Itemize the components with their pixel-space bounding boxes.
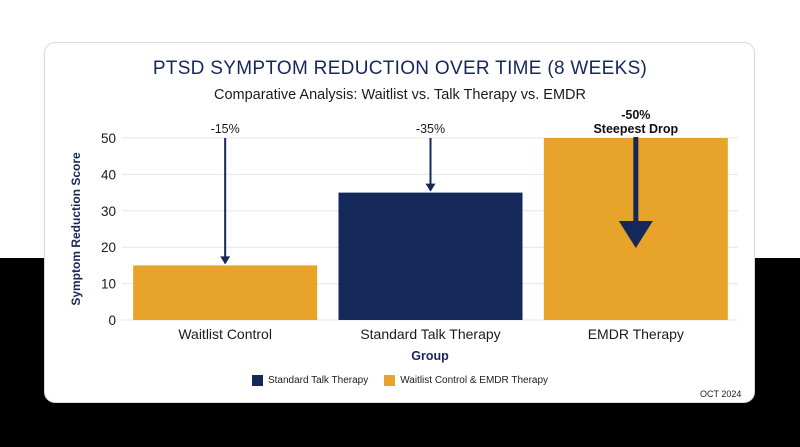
legend: Standard Talk Therapy Waitlist Control &… (0, 375, 800, 386)
bar-waitlist-control (133, 265, 318, 320)
annotation-label: -35% (416, 122, 445, 136)
annotation-note: Steepest Drop (593, 122, 678, 136)
x-tick-label: Waitlist Control (178, 326, 272, 342)
bar-standard-talk-therapy (338, 192, 523, 320)
x-tick-label: Standard Talk Therapy (360, 326, 500, 342)
y-tick-label: 10 (101, 277, 116, 292)
y-tick-label: 20 (101, 240, 116, 255)
annotation-arrowhead (425, 183, 436, 192)
chart-subtitle: Comparative Analysis: Waitlist vs. Talk … (213, 87, 586, 103)
legend-item-waitlist-emdr: Waitlist Control & EMDR Therapy (384, 375, 548, 386)
big-arrow-shaft (633, 137, 639, 225)
legend-label-waitlist-emdr: Waitlist Control & EMDR Therapy (400, 375, 549, 386)
annotation-label: -15% (211, 122, 240, 136)
x-axis-label: Group (411, 349, 449, 363)
y-tick-label: 30 (101, 204, 116, 219)
legend-swatch-gold (384, 375, 396, 386)
annotation-arrowhead (220, 256, 231, 265)
legend-swatch-navy (251, 375, 263, 386)
legend-item-talk: Standard Talk Therapy (251, 375, 369, 386)
legend-label-talk: Standard Talk Therapy (267, 375, 369, 386)
x-tick-label: EMDR Therapy (588, 326, 684, 342)
chart-title: PTSD SYMPTOM REDUCTION OVER TIME (8 WEEK… (152, 58, 648, 79)
y-tick-label: 40 (101, 167, 116, 182)
annotation-label: -50% (621, 108, 650, 122)
y-tick-label: 0 (108, 313, 116, 328)
y-tick-label: 50 (101, 131, 116, 146)
y-axis-label: Symptom Reduction Score (69, 152, 83, 306)
big-arrowhead (618, 221, 653, 248)
date-label: OCT 2024 (700, 389, 742, 399)
